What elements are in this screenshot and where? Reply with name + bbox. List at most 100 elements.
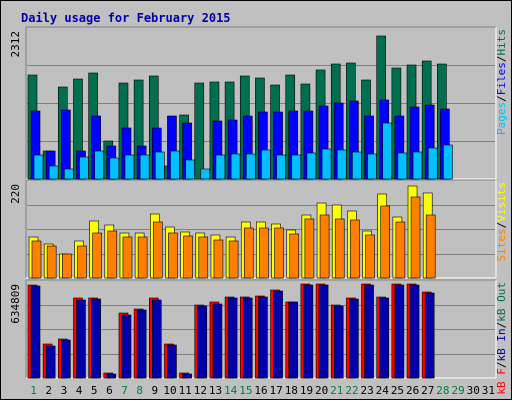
x-tick-label: 4 <box>76 384 83 397</box>
bar-hits-pages <box>154 151 165 180</box>
x-tick-label: 2 <box>45 384 52 397</box>
x-tick-label: 21 <box>330 384 343 397</box>
panel-visits: 220 Sites/Visits <box>9 179 508 279</box>
bar-kbytes-kb-out <box>318 284 329 379</box>
bar-hits-pages <box>397 152 408 180</box>
bar-hits-pages <box>94 150 104 180</box>
x-tick-label: 31 <box>482 384 495 397</box>
bar-visits-sites <box>319 214 330 279</box>
bar-visits-sites <box>183 235 193 279</box>
legend-entry: / <box>495 56 508 63</box>
bar-kbytes-kb-out <box>364 284 374 379</box>
legend-entry: / <box>495 222 508 229</box>
bar-hits-pages <box>352 151 362 180</box>
bar-hits-pages <box>200 168 211 180</box>
x-tick-label: 29 <box>451 384 464 397</box>
bar-kbytes-kb-out <box>197 305 208 379</box>
bar-hits-pages <box>306 152 317 180</box>
bar-kbytes-kb-out <box>212 303 223 379</box>
bar-hits-pages <box>427 147 438 180</box>
legend-entry: kB In <box>495 328 508 361</box>
x-tick-label: 6 <box>106 384 113 397</box>
bar-visits-sites <box>425 214 436 279</box>
bar-visits-sites <box>304 218 315 279</box>
panel-hits-legend: Pages/Files/Hits <box>495 29 508 135</box>
bar-kbytes-kb-out <box>333 305 344 379</box>
bar-visits-sites <box>365 234 375 279</box>
x-tick-label: 8 <box>136 384 143 397</box>
bar-kbytes-kb-out <box>91 298 101 379</box>
bar-kbytes-kb-out <box>151 299 162 379</box>
legend-entry: Pages <box>495 102 508 135</box>
bar-kbytes-kb-out <box>303 284 314 379</box>
bar-visits-sites <box>213 239 224 279</box>
bar-visits-sites <box>31 240 42 279</box>
legend-entry: / <box>495 95 508 102</box>
x-tick-label: 22 <box>345 384 358 397</box>
bar-visits-sites <box>410 196 421 279</box>
bar-hits-pages <box>276 154 286 180</box>
bar-kbytes-kb-out <box>167 344 177 379</box>
x-tick-label: 24 <box>376 384 390 397</box>
chart-title: Daily usage for February 2015 <box>21 11 231 25</box>
bar-visits-sites <box>46 245 57 279</box>
x-tick-label: 20 <box>315 384 328 397</box>
bar-visits-sites <box>122 236 133 279</box>
legend-entry: kB Out <box>495 282 508 322</box>
x-tick-label: 30 <box>467 384 480 397</box>
bar-hits-pages <box>321 148 332 180</box>
bar-kbytes-kb-out <box>379 297 390 379</box>
x-tick-label: 5 <box>91 384 98 397</box>
bar-visits-sites <box>395 221 406 279</box>
bar-hits-pages <box>261 149 271 180</box>
bar-visits-sites <box>152 221 163 279</box>
bar-kbytes-kb-out <box>424 292 435 379</box>
bar-hits-pages <box>124 154 135 180</box>
bar-hits-pages <box>109 157 120 180</box>
bar-visits-sites <box>168 232 178 279</box>
bar-kbytes-kb-out <box>227 297 238 379</box>
legend-entry: Sites <box>495 228 508 261</box>
bar-kbytes-kb-out <box>258 296 268 379</box>
bar-kbytes-kb-out <box>45 345 56 379</box>
x-tick-label: 9 <box>152 384 159 397</box>
x-tick-label: 7 <box>121 384 128 397</box>
bar-visits-sites <box>380 205 391 279</box>
x-tick-label: 27 <box>421 384 434 397</box>
x-tick-label: 18 <box>285 384 298 397</box>
x-tick-label: 16 <box>254 384 267 397</box>
x-tick-label: 25 <box>391 384 404 397</box>
bar-hits-pages <box>64 168 74 180</box>
bar-visits-sites <box>289 233 300 279</box>
bar-hits-pages <box>48 165 59 180</box>
bar-kbytes-kb-out <box>182 373 192 379</box>
bar-hits-pages <box>245 153 256 180</box>
bar-kbytes-kb-out <box>76 299 86 379</box>
bar-kbytes-kb-out <box>349 298 359 379</box>
legend-entry: Visits <box>495 182 508 222</box>
bar-visits-sites <box>77 245 87 279</box>
bar-hits-hits <box>194 82 205 180</box>
bar-hits-pages <box>215 154 226 180</box>
bar-kbytes-kb-out <box>273 290 283 379</box>
panel-kbytes-max-label: 634809 <box>9 284 22 324</box>
bar-visits-sites <box>274 227 284 279</box>
x-tick-label: 12 <box>194 384 207 397</box>
x-tick-label: 28 <box>436 384 449 397</box>
panel-visits-legend: Sites/Visits <box>495 182 508 262</box>
x-tick-label: 11 <box>179 384 192 397</box>
x-tick-label: 13 <box>209 384 222 397</box>
bar-hits-pages <box>291 154 302 180</box>
bar-visits-sites <box>198 236 209 279</box>
x-tick-label: 17 <box>270 384 283 397</box>
bar-kbytes-kb-out <box>121 314 132 379</box>
bar-visits-sites <box>107 230 118 279</box>
bar-hits-pages <box>33 154 44 180</box>
bar-visits-sites <box>259 227 269 279</box>
bar-hits-pages <box>412 151 423 180</box>
bar-hits-files <box>61 109 71 180</box>
bar-hits-pages <box>79 156 89 180</box>
bar-hits-pages <box>382 122 393 180</box>
